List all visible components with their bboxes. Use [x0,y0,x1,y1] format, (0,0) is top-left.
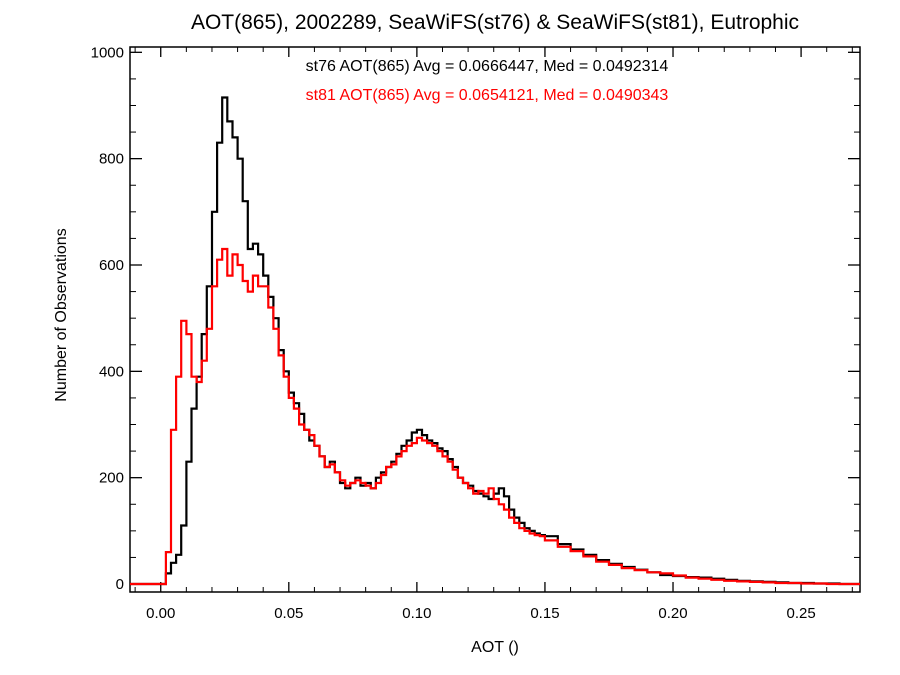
x-tick-label: 0.15 [530,605,559,622]
series-layer [130,96,860,586]
chart-title: AOT(865), 2002289, SeaWiFS(st76) & SeaWi… [191,11,799,34]
annotation-st81: st81 AOT(865) Avg = 0.0654121, Med = 0.0… [306,87,669,104]
y-tick-label: 1000 [91,44,124,61]
y-tick-labels: 0 200 400 600 800 1000 [91,44,124,593]
y-tick-label: 0 [116,576,124,593]
plot-frame [129,46,861,593]
x-tick-label: 0.10 [402,605,431,622]
series-line-1 [130,247,860,586]
axis-ticks [130,47,860,592]
x-tick-labels: 0.00 0.05 0.10 0.15 0.20 0.25 [146,605,816,622]
y-tick-label: 400 [99,363,124,380]
y-tick-label: 200 [99,470,124,487]
plot-area [129,46,861,593]
series-line-0 [130,96,860,586]
x-tick-label: 0.25 [786,605,815,622]
x-axis-label: AOT () [471,639,519,656]
annotation-st76: st76 AOT(865) Avg = 0.0666447, Med = 0.0… [306,58,669,75]
x-tick-label: 0.05 [274,605,303,622]
x-tick-label: 0.20 [658,605,687,622]
y-tick-label: 600 [99,257,124,274]
y-axis-label: Number of Observations [53,228,70,401]
x-tick-label: 0.00 [146,605,175,622]
y-tick-label: 800 [99,151,124,168]
